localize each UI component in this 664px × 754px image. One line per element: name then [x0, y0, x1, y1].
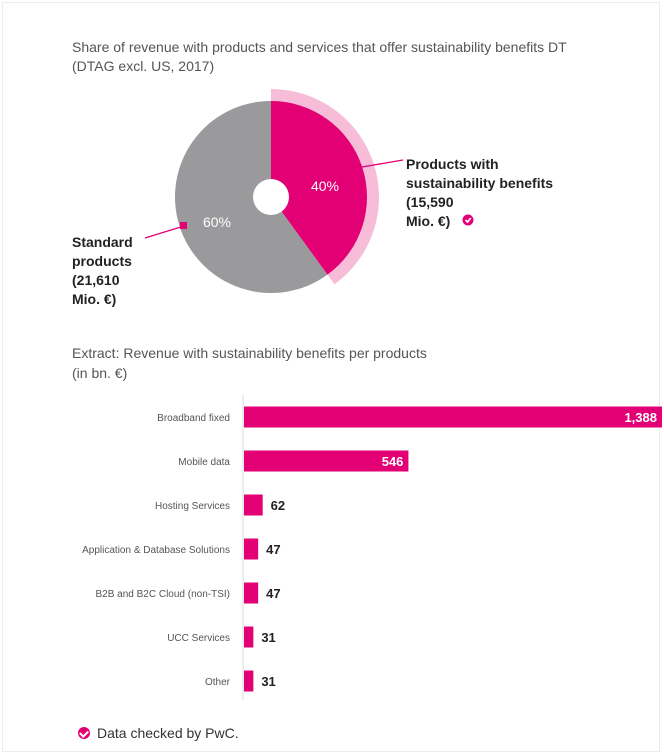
- bar-value-label-6: 31: [261, 674, 275, 689]
- bar-1: [244, 450, 409, 472]
- pie-annotation-0-line-0: Products with: [406, 156, 499, 172]
- bar-category-label-3: Application & Database Solutions: [82, 545, 230, 556]
- pie-percent-label-1: 60%: [203, 214, 231, 230]
- bar-value-label-1: 546: [382, 454, 404, 469]
- bar-0: [244, 406, 662, 428]
- bar-value-label-4: 47: [266, 586, 280, 601]
- bar-2: [244, 494, 263, 516]
- bar-chart-subtitle: (in bn. €): [72, 365, 128, 381]
- bar-5: [244, 626, 254, 648]
- pie-leader-line-0: [361, 159, 404, 168]
- check-badge-icon: [78, 727, 90, 739]
- pie-check-icon-mark: [464, 217, 472, 224]
- bar-value-label-0: 1,388: [624, 410, 657, 425]
- pie-annotation-0-line-2: (15,590: [406, 194, 454, 210]
- footer-note-text: Data checked by PwC.: [97, 725, 239, 741]
- bar-6: [244, 670, 254, 692]
- pie-leader-line-1: [144, 225, 185, 239]
- pie-leader-marker: [180, 222, 187, 229]
- bar-4: [244, 582, 259, 604]
- pie-slice-1: [174, 101, 328, 294]
- bar-category-label-4: B2B and B2C Cloud (non-TSI): [95, 589, 230, 600]
- pie-center-hole: [253, 179, 289, 215]
- pie-highlight-ring: [271, 89, 380, 285]
- pie-annotation-0-line-1: sustainability benefits: [406, 175, 553, 191]
- bar-category-label-2: Hosting Services: [155, 501, 230, 512]
- bar-category-label-1: Mobile data: [178, 457, 230, 468]
- pie-annotation-1-line-2: (21,610: [72, 272, 120, 288]
- pie-chart-title: Share of revenue with products and servi…: [72, 39, 567, 55]
- pie-annotation-1-line-0: Standard: [72, 234, 133, 250]
- footer-note: Data checked by PwC.: [78, 725, 239, 741]
- pie-slice-0: [271, 101, 367, 275]
- bar-3: [244, 538, 259, 560]
- bar-value-label-3: 47: [266, 542, 280, 557]
- pie-chart-subtitle: (DTAG excl. US, 2017): [72, 58, 215, 74]
- bar-chart-title: Extract: Revenue with sustainability ben…: [72, 345, 427, 361]
- bar-value-label-2: 62: [271, 498, 285, 513]
- bar-category-label-0: Broadband fixed: [157, 413, 230, 424]
- bar-category-label-6: Other: [205, 677, 231, 688]
- pie-check-icon: [462, 214, 474, 226]
- bar-value-label-5: 31: [261, 630, 275, 645]
- bar-category-label-5: UCC Services: [167, 633, 230, 644]
- pie-annotation-1-line-3: Mio. €): [72, 291, 116, 307]
- pie-annotation-1-line-1: products: [72, 253, 132, 269]
- pie-percent-label-0: 40%: [311, 178, 339, 194]
- pie-annotation-0-line-3: Mio. €): [406, 213, 450, 229]
